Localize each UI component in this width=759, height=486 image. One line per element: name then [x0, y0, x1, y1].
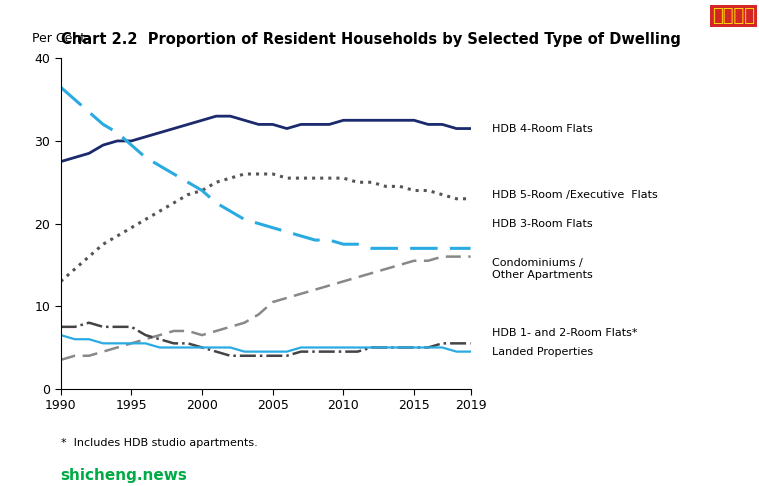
Text: Landed Properties: Landed Properties: [492, 347, 593, 357]
Text: 狮城新闻: 狮城新闻: [712, 7, 755, 25]
Text: HDB 1- and 2-Room Flats*: HDB 1- and 2-Room Flats*: [492, 328, 638, 338]
Text: HDB 5-Room /Executive  Flats: HDB 5-Room /Executive Flats: [492, 190, 657, 200]
Text: Condominiums /
Other Apartments: Condominiums / Other Apartments: [492, 258, 593, 280]
Text: HDB 3-Room Flats: HDB 3-Room Flats: [492, 219, 593, 228]
Text: shicheng.news: shicheng.news: [61, 468, 187, 483]
Text: *  Includes HDB studio apartments.: * Includes HDB studio apartments.: [61, 438, 257, 449]
Text: Chart 2.2  Proportion of Resident Households by Selected Type of Dwelling: Chart 2.2 Proportion of Resident Househo…: [61, 33, 681, 48]
Text: Per Cent: Per Cent: [32, 32, 85, 45]
Text: HDB 4-Room Flats: HDB 4-Room Flats: [492, 123, 593, 134]
